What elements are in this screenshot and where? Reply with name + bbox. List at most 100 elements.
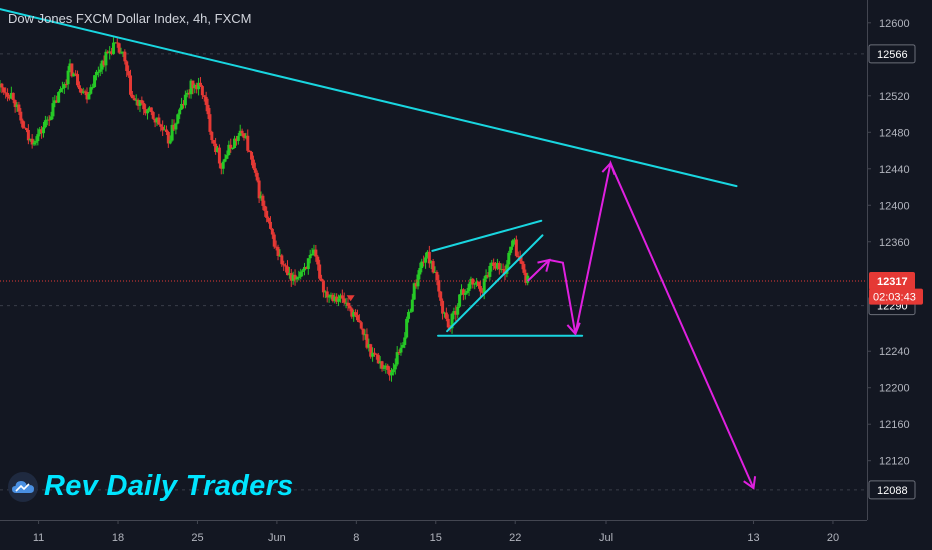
trendline-wedge-upper bbox=[431, 219, 543, 252]
candle-down bbox=[340, 295, 344, 299]
candle-up bbox=[100, 60, 104, 70]
candle-up bbox=[233, 138, 237, 148]
candle-up bbox=[111, 42, 115, 54]
candle-up bbox=[323, 291, 327, 293]
candle-down bbox=[142, 103, 146, 110]
candle-down bbox=[70, 63, 74, 77]
candle-up bbox=[96, 71, 100, 73]
candle-up bbox=[45, 119, 49, 121]
candle-down bbox=[129, 75, 133, 95]
candle-down bbox=[24, 128, 28, 130]
candle-down bbox=[263, 205, 267, 211]
time-tick-label: 20 bbox=[827, 532, 839, 544]
candle-up bbox=[490, 262, 494, 267]
candle-up bbox=[412, 283, 416, 300]
candle-up bbox=[62, 84, 66, 89]
candle-up bbox=[401, 344, 405, 348]
projection-path bbox=[527, 160, 755, 489]
candle-up bbox=[507, 252, 511, 265]
candle-down bbox=[439, 291, 443, 301]
candle-up bbox=[216, 147, 220, 153]
time-tick-label: 11 bbox=[33, 532, 44, 544]
candle-down bbox=[257, 180, 261, 199]
candle-up bbox=[456, 306, 460, 315]
candle-down bbox=[354, 312, 358, 316]
candle-down bbox=[210, 131, 214, 141]
candle-up bbox=[420, 261, 424, 269]
candle-down bbox=[486, 275, 490, 277]
candle-down bbox=[149, 107, 153, 113]
candle-up bbox=[337, 298, 341, 302]
candle-down bbox=[480, 291, 484, 293]
candle-up bbox=[393, 364, 397, 370]
projection-arrowhead bbox=[566, 322, 581, 336]
candle-down bbox=[444, 312, 448, 319]
candle-down bbox=[2, 87, 6, 93]
candle-down bbox=[437, 280, 441, 292]
candle-down bbox=[123, 51, 127, 62]
candle-down bbox=[289, 273, 293, 281]
candle-down bbox=[522, 264, 526, 273]
candle-down bbox=[320, 278, 324, 282]
price-tick-label: 12160 bbox=[879, 419, 910, 431]
candle-down bbox=[248, 150, 252, 153]
candle-up bbox=[113, 42, 117, 44]
candle-down bbox=[219, 163, 223, 169]
candle-down bbox=[140, 100, 144, 104]
candle-down bbox=[304, 267, 308, 270]
candle-up bbox=[38, 129, 42, 135]
candle-down bbox=[501, 269, 505, 271]
brand-watermark: Rev Daily Traders bbox=[8, 470, 294, 503]
candle-up bbox=[363, 334, 367, 336]
candle-down bbox=[454, 311, 458, 315]
candle-up bbox=[458, 294, 462, 307]
candle-down bbox=[435, 271, 439, 281]
candle-down bbox=[217, 147, 221, 164]
candle-up bbox=[399, 347, 403, 353]
candle-up bbox=[433, 271, 437, 273]
candle-up bbox=[495, 263, 499, 269]
candle-down bbox=[386, 365, 390, 370]
candle-up bbox=[295, 277, 299, 280]
price-axis-panel bbox=[867, 0, 932, 520]
time-tick-label: 8 bbox=[353, 532, 359, 544]
candle-up bbox=[303, 267, 307, 271]
candle-up bbox=[94, 71, 98, 76]
candle-down bbox=[6, 92, 10, 97]
candle-down bbox=[361, 328, 365, 335]
candle-up bbox=[147, 107, 151, 111]
candle-up bbox=[93, 75, 97, 88]
candle-up bbox=[312, 249, 316, 254]
projection-arrowhead bbox=[537, 258, 551, 272]
candle-down bbox=[477, 281, 481, 287]
candle-up bbox=[146, 110, 150, 114]
candle-up bbox=[59, 88, 63, 93]
candle-down bbox=[478, 286, 482, 292]
candle-up bbox=[231, 147, 235, 149]
candle-up bbox=[408, 311, 412, 313]
candle-up bbox=[291, 274, 295, 281]
price-tag-box bbox=[869, 271, 915, 290]
candle-up bbox=[465, 291, 469, 293]
candle-up bbox=[193, 84, 197, 89]
candle-down bbox=[200, 86, 204, 96]
candle-up bbox=[87, 93, 91, 100]
candle-down bbox=[246, 135, 250, 151]
price-tick-label: 12200 bbox=[879, 383, 910, 395]
time-tick-label: 15 bbox=[430, 532, 442, 544]
candle-up bbox=[178, 109, 182, 115]
candle-up bbox=[463, 292, 467, 295]
candle-up bbox=[418, 268, 422, 275]
candle-down bbox=[350, 308, 354, 317]
candle-down bbox=[272, 234, 276, 247]
countdown-box bbox=[869, 288, 923, 305]
candle-down bbox=[153, 118, 157, 123]
price-tag-label: 12088 bbox=[877, 485, 908, 497]
candle-down bbox=[234, 138, 238, 141]
candle-down bbox=[0, 83, 4, 88]
candle-down bbox=[372, 352, 376, 354]
candle-down bbox=[40, 129, 44, 134]
candle-down bbox=[23, 127, 27, 129]
